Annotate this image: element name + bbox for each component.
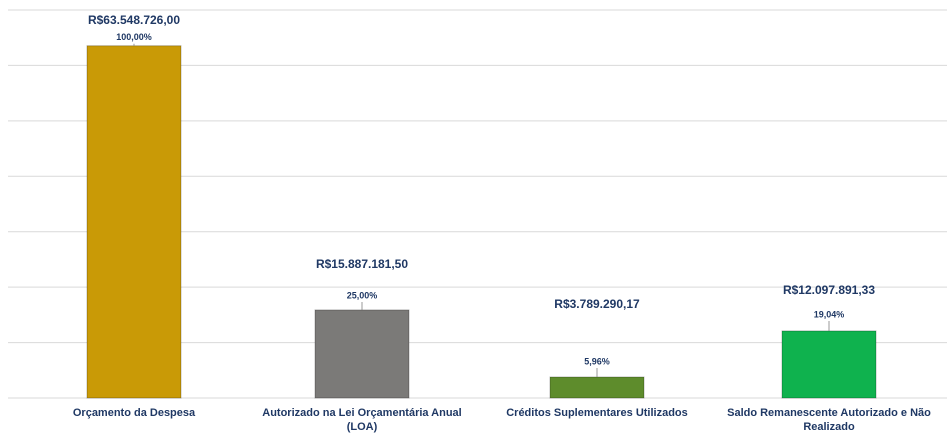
bar <box>315 310 409 398</box>
x-tick-label: Créditos Suplementares Utilizados <box>482 406 712 420</box>
percentage-label: 100,00% <box>116 32 152 42</box>
bar <box>550 377 644 398</box>
x-tick-label: Autorizado na Lei Orçamentária Anual (LO… <box>247 406 477 434</box>
percentage-label: 19,04% <box>814 309 845 319</box>
value-label: R$3.789.290,17 <box>554 297 640 311</box>
percentage-label: 25,00% <box>347 290 378 300</box>
plot: R$63.548.726,00 100,00% R$15.887.181,50 25,… <box>0 0 947 439</box>
x-tick-label: Orçamento da Despesa <box>19 406 249 420</box>
bar <box>87 46 181 398</box>
value-label: R$63.548.726,00 <box>88 13 180 27</box>
percentage-label: 5,96% <box>584 356 610 366</box>
value-label: R$12.097.891,33 <box>783 283 875 297</box>
bar <box>782 331 876 398</box>
value-label: R$15.887.181,50 <box>316 257 408 271</box>
x-tick-label: Saldo Remanescente Autorizado e Não Real… <box>714 406 944 434</box>
chart: R$63.548.726,00 100,00% R$15.887.181,50 25,… <box>0 0 947 439</box>
